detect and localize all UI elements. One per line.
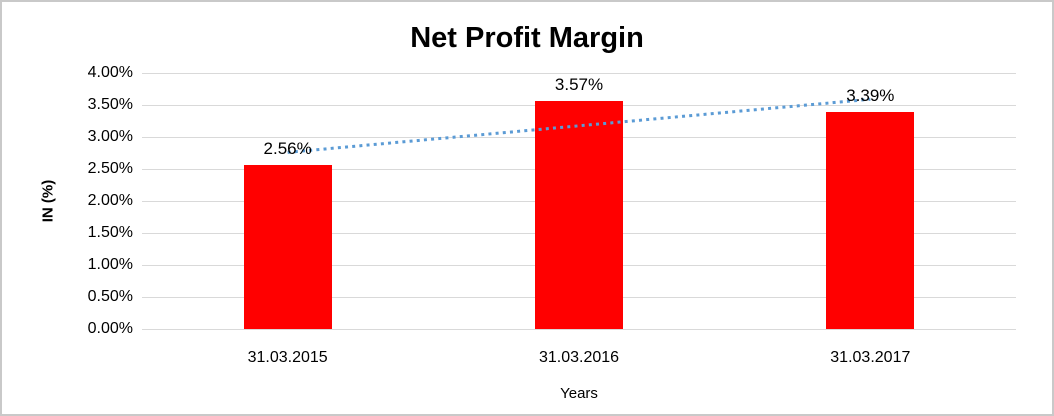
trendline bbox=[287, 97, 871, 154]
data-label: 3.57% bbox=[554, 74, 604, 94]
data-label: 2.56% bbox=[263, 139, 312, 159]
y-tick-label: 3.00% bbox=[87, 128, 133, 145]
y-tick-label: 2.50% bbox=[87, 160, 133, 177]
y-tick-label: 3.50% bbox=[87, 96, 133, 113]
x-tick-label: 31.03.2015 bbox=[247, 349, 328, 366]
plot-area: 2.56% 3.57% 3.39% bbox=[142, 73, 1016, 330]
gridline bbox=[142, 329, 1016, 330]
y-tick-label: 0.00% bbox=[87, 320, 133, 337]
y-tick-label: 1.50% bbox=[87, 224, 133, 241]
y-tick-label: 2.00% bbox=[87, 192, 133, 209]
bar-31.03.2015 bbox=[243, 165, 332, 329]
data-label: 3.39% bbox=[846, 86, 895, 106]
gridline bbox=[142, 73, 1016, 74]
y-axis-title: IN (%) bbox=[39, 179, 57, 223]
x-axis-title: Years bbox=[560, 385, 598, 402]
bar-31.03.2016 bbox=[535, 100, 623, 329]
x-tick-label: 31.03.2017 bbox=[830, 349, 911, 366]
y-tick-label: 0.50% bbox=[87, 288, 133, 305]
y-tick-label: 1.00% bbox=[87, 256, 133, 273]
y-tick-label: 4.00% bbox=[87, 64, 133, 81]
chart-title: Net Profit Margin bbox=[410, 22, 644, 54]
x-tick-label: 31.03.2016 bbox=[538, 349, 620, 366]
bar-31.03.2017 bbox=[826, 112, 915, 329]
